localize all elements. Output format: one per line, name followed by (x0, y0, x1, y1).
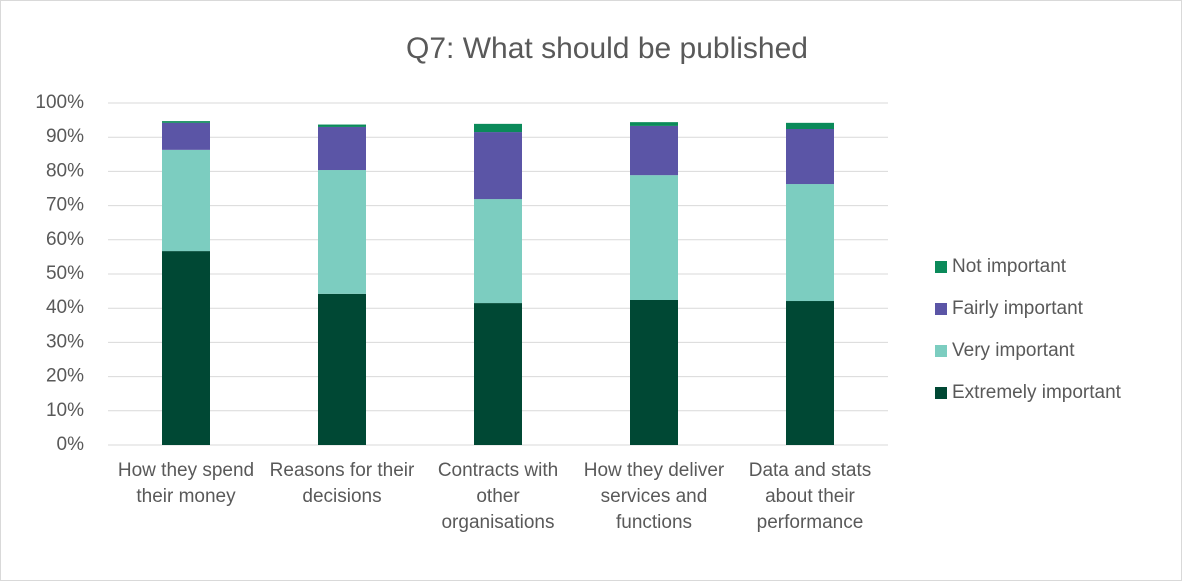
x-tick-label: Data and stats about their performance (748, 460, 872, 533)
y-tick-label: 60% (46, 229, 84, 250)
y-tick-label: 90% (46, 126, 84, 147)
bar-segment (474, 303, 522, 445)
bar-segment (786, 184, 834, 302)
y-tick-label: 30% (46, 331, 84, 352)
bar-segment (318, 293, 366, 445)
x-tick-label: How they spend their money (117, 460, 255, 507)
legend-swatch (935, 261, 947, 273)
bar-segment (474, 132, 522, 200)
bar-segment (630, 122, 678, 126)
bar-segment (162, 122, 210, 150)
chart-title: Q7: What should be published (406, 32, 808, 65)
bar-segment (630, 125, 678, 176)
bar-segment (786, 122, 834, 129)
bar-segment (474, 199, 522, 304)
y-tick-label: 50% (46, 263, 84, 284)
legend-label: Not important (952, 256, 1067, 277)
legend-label: Fairly important (952, 298, 1084, 319)
y-tick-label: 100% (35, 92, 84, 113)
bar-segment (162, 251, 210, 445)
y-tick-label: 20% (46, 366, 84, 387)
y-tick-label: 70% (46, 195, 84, 216)
bar-segment (318, 170, 366, 294)
bar-segment (630, 175, 678, 300)
bar-segment (162, 149, 210, 252)
bar-segment (162, 121, 210, 123)
legend-swatch (935, 345, 947, 357)
bar-segment (318, 126, 366, 171)
bar-segment (630, 299, 678, 445)
bar-segment (474, 123, 522, 133)
x-tick-label: How they deliver services and functions (583, 460, 725, 533)
y-tick-label: 0% (57, 434, 85, 455)
x-tick-label: Contracts with other organisations (437, 460, 559, 533)
legend-label: Extremely important (952, 382, 1122, 403)
bar-segment (786, 301, 834, 445)
bar-segment (786, 128, 834, 185)
x-tick-label: Reasons for their decisions (269, 460, 415, 507)
legend-swatch (935, 387, 947, 399)
y-tick-label: 10% (46, 400, 84, 421)
legend-label: Very important (952, 340, 1075, 361)
y-tick-label: 80% (46, 160, 84, 181)
bar-segment (318, 124, 366, 127)
legend-swatch (935, 303, 947, 315)
y-tick-label: 40% (46, 297, 84, 318)
